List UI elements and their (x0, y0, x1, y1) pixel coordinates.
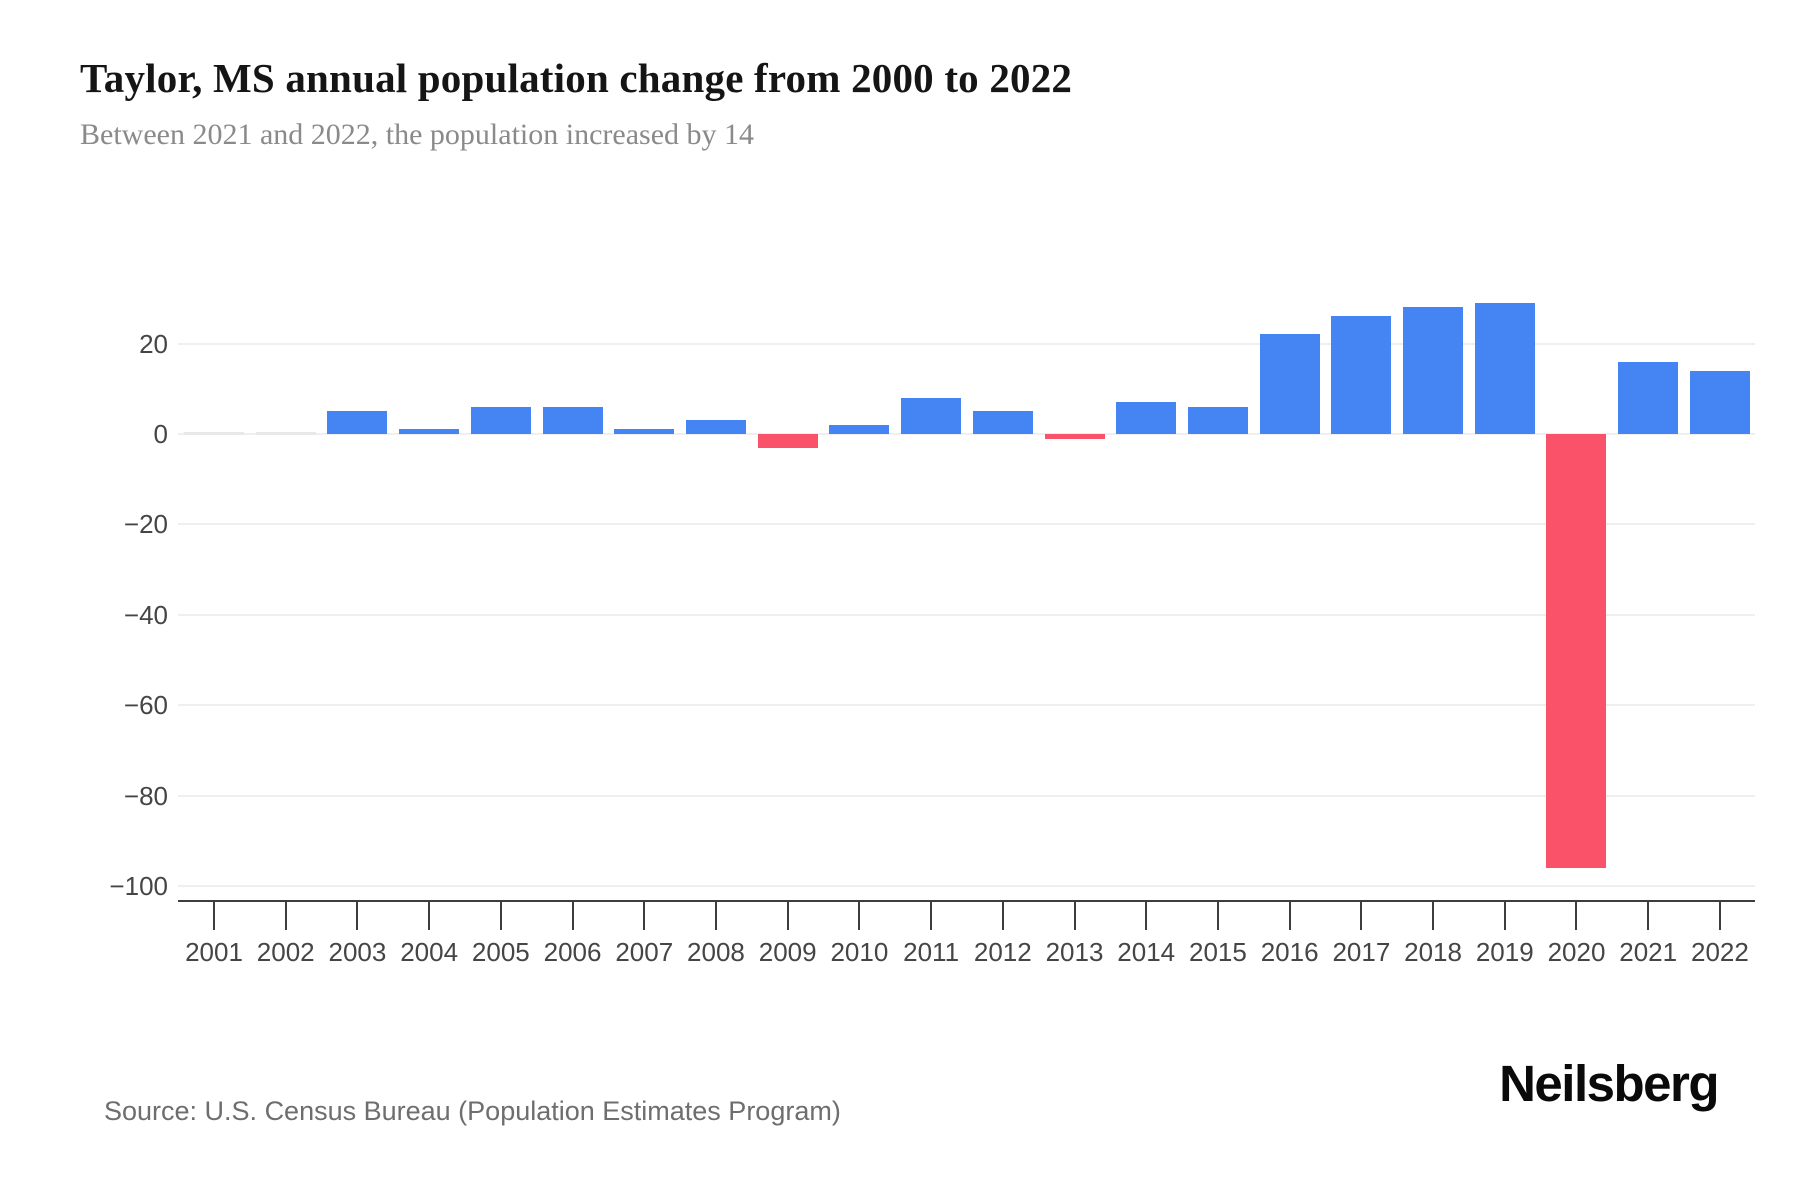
bar-2003[interactable] (327, 411, 388, 434)
x-tick-2007 (643, 900, 646, 930)
x-axis-label-2021: 2021 (1619, 937, 1678, 967)
bar-2017[interactable] (1331, 316, 1392, 434)
x-tick-2002 (284, 900, 287, 930)
x-tick-2005 (499, 900, 502, 930)
x-axis-label-2011: 2011 (903, 937, 960, 967)
x-axis-line (178, 900, 1755, 902)
bar-2022[interactable] (1689, 370, 1750, 434)
source-note: Source: U.S. Census Bureau (Population E… (104, 1096, 841, 1126)
gridline-y--100 (178, 885, 1755, 888)
x-tick-2003 (356, 900, 359, 930)
bar-2008[interactable] (685, 420, 746, 434)
gridline-y-0 (178, 433, 1755, 435)
bar-2012[interactable] (972, 411, 1033, 434)
bar-2020[interactable] (1546, 434, 1607, 869)
bar-2007[interactable] (614, 429, 675, 434)
x-tick-2019 (1503, 900, 1506, 930)
x-axis-label-2015: 2015 (1189, 937, 1247, 967)
gridline-y--40 (178, 613, 1755, 616)
x-tick-2006 (571, 900, 574, 930)
x-axis-label-2001: 2001 (185, 937, 243, 967)
gridline-y--60 (178, 704, 1755, 707)
x-axis-label-2005: 2005 (471, 937, 530, 967)
x-axis-label-2010: 2010 (830, 937, 889, 967)
bar-2002[interactable] (255, 432, 316, 435)
bar-2015[interactable] (1187, 406, 1248, 434)
x-tick-2010 (858, 900, 861, 930)
x-tick-2008 (714, 900, 717, 930)
x-tick-2016 (1288, 900, 1291, 930)
x-axis-label-2009: 2009 (758, 937, 817, 967)
x-axis-label-2018: 2018 (1404, 937, 1462, 967)
x-axis-label-2014: 2014 (1117, 937, 1176, 967)
bar-2018[interactable] (1403, 307, 1464, 434)
gridline-y-20 (178, 342, 1755, 345)
x-tick-2001 (213, 900, 215, 930)
gridline-y--80 (178, 794, 1755, 797)
bar-2004[interactable] (399, 429, 460, 434)
x-tick-2021 (1647, 900, 1650, 930)
x-axis-label-2019: 2019 (1475, 937, 1534, 967)
chart-title: Taylor, MS annual population change from… (80, 55, 1073, 101)
y-axis-label--20: −20 (123, 509, 168, 540)
x-tick-2018 (1432, 900, 1435, 930)
bar-2021[interactable] (1618, 361, 1679, 434)
y-axis-label-0: 0 (153, 419, 168, 449)
x-axis-label-2020: 2020 (1547, 937, 1606, 967)
x-tick-2014 (1145, 900, 1148, 930)
x-axis-label-2003: 2003 (328, 937, 387, 967)
x-axis-label-2002: 2002 (256, 937, 315, 967)
x-axis-label-2013: 2013 (1045, 937, 1104, 967)
x-axis-label-2008: 2008 (687, 937, 745, 967)
bar-2016[interactable] (1259, 334, 1320, 434)
x-tick-2013 (1073, 900, 1076, 930)
gridline-y--20 (178, 523, 1755, 526)
bar-2005[interactable] (470, 406, 531, 434)
bar-2001[interactable] (184, 432, 244, 435)
bar-2019[interactable] (1474, 302, 1535, 434)
x-tick-2020 (1575, 900, 1578, 930)
bar-2011[interactable] (901, 397, 962, 434)
bar-2006[interactable] (542, 406, 603, 434)
x-axis-label-2007: 2007 (615, 937, 674, 967)
x-axis-label-2017: 2017 (1332, 937, 1391, 967)
x-tick-2015 (1216, 900, 1219, 930)
bar-2009[interactable] (757, 434, 818, 448)
y-axis-label--100: −100 (109, 871, 168, 902)
x-tick-2004 (428, 900, 431, 930)
x-tick-2011 (930, 900, 933, 930)
y-axis-label--60: −60 (123, 690, 168, 721)
x-axis-label-2004: 2004 (400, 937, 459, 967)
x-axis-label-2016: 2016 (1260, 937, 1319, 967)
x-tick-2022 (1718, 900, 1721, 930)
x-tick-2017 (1360, 900, 1363, 930)
x-axis-label-2012: 2012 (973, 937, 1032, 967)
bar-2014[interactable] (1116, 402, 1177, 434)
brand-logo[interactable]: Neilsberg (1499, 1055, 1719, 1112)
y-axis-label--80: −80 (123, 780, 168, 811)
y-axis-label--40: −40 (123, 599, 168, 630)
bar-2010[interactable] (829, 424, 890, 434)
bar-2013[interactable] (1044, 434, 1105, 439)
chart-subtitle: Between 2021 and 2022, the population in… (80, 118, 755, 151)
x-tick-2009 (786, 900, 789, 930)
x-axis-label-2006: 2006 (543, 937, 602, 967)
x-axis-label-2022: 2022 (1690, 937, 1749, 967)
x-tick-2012 (1001, 900, 1004, 930)
y-axis-label-20: 20 (139, 328, 168, 359)
